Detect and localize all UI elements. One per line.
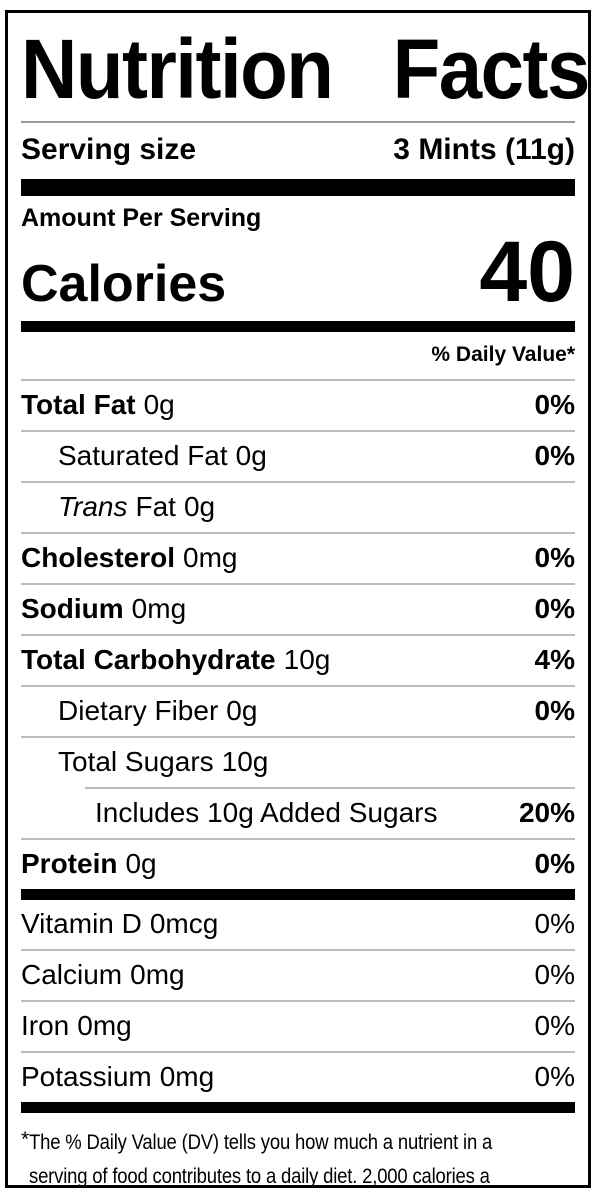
nutrient-name: Total Fat xyxy=(21,389,136,421)
micronutrient-dv: 0% xyxy=(534,959,575,991)
nutrient-amount: 10g xyxy=(283,644,331,676)
nutrient-dv: 0% xyxy=(534,848,575,880)
nutrient-dv: 20% xyxy=(518,797,575,829)
nutrient-row-total-fat: Total Fat 0g 0% xyxy=(21,381,575,433)
nutrition-facts-label: Nutrition Facts Serving size 3 Mints (11… xyxy=(5,10,591,1188)
micronutrient-amount: 0mg xyxy=(130,959,185,991)
nutrient-amount: 0g xyxy=(125,848,157,880)
nutrient-name: Protein xyxy=(21,848,118,880)
nutrient-amount: 0g xyxy=(183,491,216,523)
nutrient-name-group: Trans Fat 0g xyxy=(58,491,215,523)
micronutrient-dv: 0% xyxy=(534,908,575,940)
calories-row: Calories 40 xyxy=(21,224,575,321)
nutrient-row-added-sugars: Includes 10g Added Sugars 20% xyxy=(21,789,575,841)
micronutrient-amount: 0mg xyxy=(77,1010,132,1042)
micronutrient-name-group: Calcium 0mg xyxy=(21,959,185,991)
nutrient-dv: 0% xyxy=(534,389,575,421)
nutrient-amount: 0mg xyxy=(183,542,238,574)
footnote-line: The % Daily Value (DV) tells you how muc… xyxy=(29,1131,493,1155)
footnote-asterisk: * xyxy=(21,1128,30,1152)
label-title-block: Nutrition Facts xyxy=(21,13,589,123)
micronutrient-amount: 0mg xyxy=(159,1061,215,1093)
nutrient-row-saturated-fat: Saturated Fat 0g 0% xyxy=(21,432,575,484)
nutrient-name-group: Sodium 0mg xyxy=(21,593,186,625)
nutrient-row-total-carbohydrate: Total Carbohydrate 10g 4% xyxy=(21,636,575,688)
nutrient-dv: 0% xyxy=(534,542,575,574)
nutrient-row-dietary-fiber: Dietary Fiber 0g 0% xyxy=(21,687,575,739)
serving-size-value: 3 Mints (11g) xyxy=(393,133,575,166)
nutrient-name: Includes 10g Added Sugars xyxy=(95,797,438,829)
nutrient-name-group: Total Sugars 10g xyxy=(58,746,268,778)
nutrient-name: Total Carbohydrate xyxy=(21,644,276,676)
micronutrient-row-vitamin-d: Vitamin D 0mcg 0% xyxy=(21,900,575,952)
micronutrient-name: Vitamin D xyxy=(21,908,142,940)
serving-size-label: Serving size xyxy=(21,133,197,166)
nutrient-name-group: Dietary Fiber 0g xyxy=(58,695,257,727)
daily-value-header: % Daily Value* xyxy=(21,332,575,382)
nutrient-amount: 10g xyxy=(221,746,269,778)
nutrient-name: Total Sugars xyxy=(58,746,214,778)
micronutrient-dv: 0% xyxy=(534,1010,575,1042)
nutrient-row-sodium: Sodium 0mg 0% xyxy=(21,585,575,637)
footnote: * The % Daily Value (DV) tells you how m… xyxy=(21,1113,575,1188)
micronutrient-name-group: Iron 0mg xyxy=(21,1010,132,1042)
micronutrient-name-group: Potassium 0mg xyxy=(21,1061,214,1093)
micronutrient-name: Calcium xyxy=(21,959,123,991)
nutrient-amount: 0mg xyxy=(131,593,187,625)
nutrient-name: Saturated Fat xyxy=(58,440,228,472)
nutrient-name-group: Saturated Fat 0g xyxy=(58,440,267,472)
footnote-text: The % Daily Value (DV) tells you how muc… xyxy=(29,1126,509,1188)
micronutrient-row-iron: Iron 0mg 0% xyxy=(21,1002,575,1054)
nutrient-row-cholesterol: Cholesterol 0mg 0% xyxy=(21,534,575,586)
calories-value: 40 xyxy=(479,224,575,320)
medium-divider-bar xyxy=(21,321,575,333)
micronutrient-name: Potassium xyxy=(21,1061,152,1093)
nutrient-name-group: Total Fat 0g xyxy=(21,389,175,421)
nutrient-name: Dietary Fiber xyxy=(58,695,219,727)
nutrient-name-group: Cholesterol 0mg xyxy=(21,542,238,574)
nutrient-name-group: Includes 10g Added Sugars xyxy=(95,797,437,829)
nutrient-name-italic: Trans xyxy=(58,491,128,523)
micronutrient-amount: 0mcg xyxy=(149,908,219,940)
nutrient-dv: 4% xyxy=(534,644,575,676)
nutrient-name-group: Protein 0g xyxy=(21,848,157,880)
serving-size-row: Serving size 3 Mints (11g) xyxy=(21,123,575,179)
nutrient-dv: 0% xyxy=(534,593,575,625)
nutrient-amount: 0g xyxy=(143,389,175,421)
nutrient-row-trans-fat: Trans Fat 0g xyxy=(21,483,575,535)
micronutrient-name-group: Vitamin D 0mcg xyxy=(21,908,218,940)
nutrient-name: Sodium xyxy=(21,593,124,625)
nutrient-name: Cholesterol xyxy=(21,542,176,574)
nutrient-dv: 0% xyxy=(534,440,575,472)
nutrient-row-protein: Protein 0g 0% xyxy=(21,840,575,889)
nutrient-name: Fat xyxy=(135,491,176,523)
thick-divider-bar xyxy=(21,179,575,196)
calories-label: Calories xyxy=(21,255,227,313)
label-title: Nutrition Facts xyxy=(21,21,589,117)
nutrient-row-total-sugars: Total Sugars 10g xyxy=(21,738,575,787)
micronutrient-dv: 0% xyxy=(534,1061,575,1093)
amount-per-serving-label: Amount Per Serving xyxy=(21,204,262,232)
micronutrient-name: Iron xyxy=(21,1010,70,1042)
indented-divider xyxy=(85,787,575,790)
micronutrient-row-potassium: Potassium 0mg 0% xyxy=(21,1053,575,1102)
nutrient-amount: 0g xyxy=(235,440,267,472)
medium-divider-bar xyxy=(21,1102,575,1114)
footnote-line: serving of food contributes to a daily d… xyxy=(29,1165,490,1188)
nutrient-dv: 0% xyxy=(534,695,575,727)
medium-divider-bar xyxy=(21,889,575,901)
nutrient-amount: 0g xyxy=(226,695,258,727)
micronutrient-row-calcium: Calcium 0mg 0% xyxy=(21,951,575,1003)
nutrient-name-group: Total Carbohydrate 10g xyxy=(21,644,330,676)
